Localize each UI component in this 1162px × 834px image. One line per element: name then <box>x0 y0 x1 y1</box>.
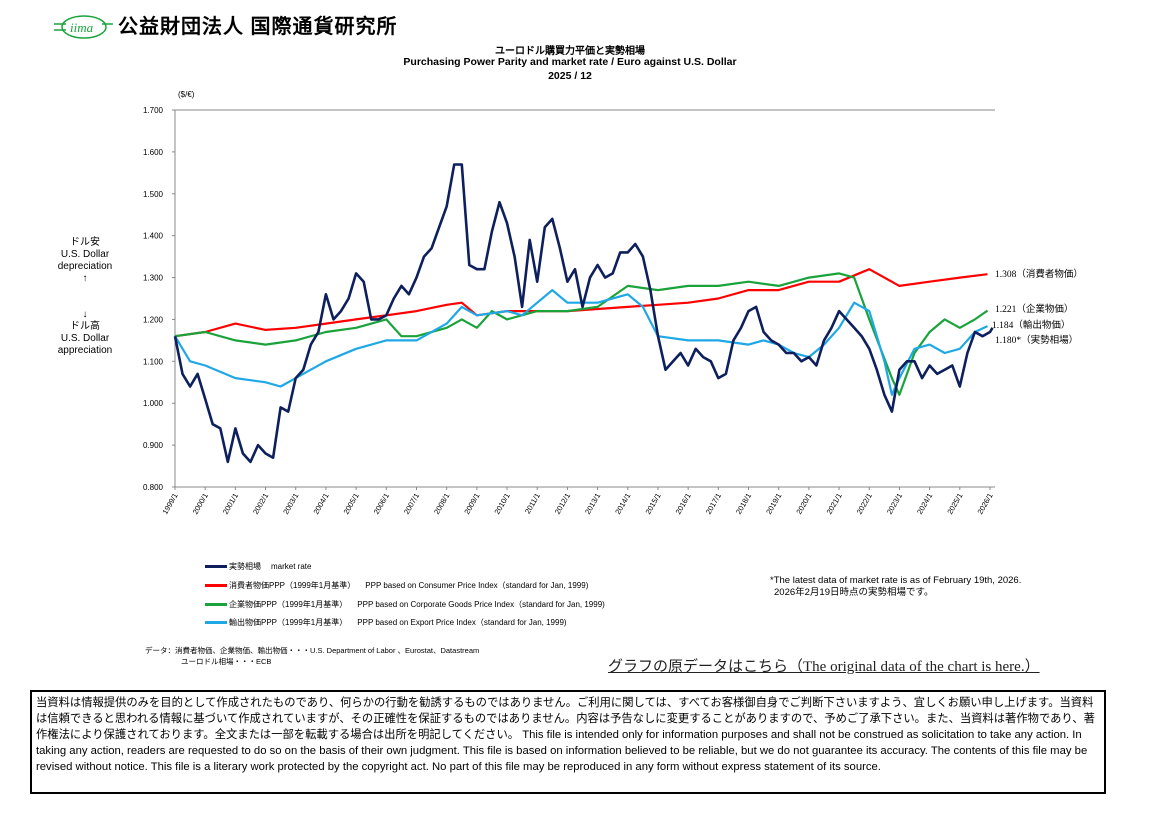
end-label-cgpi: 1.221（企業物価） <box>995 303 1073 315</box>
down-en1: U.S. Dollar <box>60 333 110 344</box>
up-en1: U.S. Dollar <box>60 249 110 260</box>
chart-title-ja: ユーロドル購買力平価と実勢相場 <box>495 46 645 57</box>
legend-item-cpi: 消費者物価PPP（1999年1月基準） PPP based on Consumer… <box>205 580 588 591</box>
original-data-link[interactable]: グラフの原データはこちら（The original data of the ch… <box>608 659 1040 675</box>
latest-data-note: *The latest data of market rate is as of… <box>770 575 1021 599</box>
disclaimer-box: 当資料は情報提供のみを目的として作成されたものであり、何らかの行動を勧誘するもの… <box>30 690 1106 794</box>
x-tick-label: 2007/1 <box>402 492 421 516</box>
legend-item-export: 輸出物価PPP（1999年1月基準） PPP based on Export Pr… <box>205 617 567 628</box>
legend-item-cgpi: 企業物価PPP（1999年1月基準） PPP based on Corporate… <box>205 599 605 610</box>
note-en: *The latest data of market rate is as of… <box>770 575 1022 586</box>
up-en2: depreciation <box>57 261 113 272</box>
y-tick-label: 1.400 <box>143 232 164 241</box>
y-tick-label: 1.200 <box>143 315 164 324</box>
y-tick-label: 1.300 <box>143 274 164 283</box>
x-tick-label: 2005/1 <box>342 492 361 516</box>
y-tick-label: 1.000 <box>143 399 164 408</box>
legend-ja: 企業物価PPP（1999年1月基準） <box>229 600 348 609</box>
y-tick-label: 0.900 <box>143 441 164 450</box>
dollar-appreciation-label: ↓ ドル高 U.S. Dollar appreciation <box>40 309 130 357</box>
x-tick-label: 2011/1 <box>523 492 542 516</box>
y-tick-label: 1.700 <box>143 106 164 115</box>
x-tick-label: 1999/1 <box>160 492 179 516</box>
x-tick-label: 2018/1 <box>734 492 753 516</box>
ppp-line-chart: ($/€) 0.800 0.900 1.000 1.100 1.200 1.300 1.400… <box>143 90 1083 516</box>
x-tick-label: 2010/1 <box>492 492 511 516</box>
legend-ja: 輸出物価PPP（1999年1月基準） <box>229 618 348 627</box>
x-tick-label: 2022/1 <box>855 492 874 516</box>
end-label-export: 1.184（輸出物価） <box>992 319 1070 331</box>
x-tick-label: 2001/1 <box>221 492 240 516</box>
y-tick-label: 1.100 <box>143 357 164 366</box>
x-tick-label: 2020/1 <box>794 492 813 516</box>
legend-swatch <box>205 565 227 568</box>
series-line-market <box>173 163 994 464</box>
x-tick-label: 2002/1 <box>251 492 270 516</box>
chart-date: 2025 / 12 <box>548 70 592 82</box>
legend-swatch <box>205 603 227 606</box>
chart-title-en: Purchasing Power Parity and market rate … <box>403 56 737 68</box>
down-ja: ドル高 <box>70 321 100 332</box>
legend-swatch <box>205 621 227 624</box>
x-tick-label: 2000/1 <box>191 492 210 516</box>
x-tick-label: 2006/1 <box>372 492 391 516</box>
legend-ja: 消費者物価PPP（1999年1月基準） <box>229 581 356 590</box>
x-tick-label: 2016/1 <box>674 492 693 516</box>
series-line-cgpi <box>174 272 989 396</box>
x-tick-label: 2004/1 <box>311 492 330 516</box>
legend-en: PPP based on Corporate Goods Price Index… <box>357 600 605 609</box>
data-source: データ：消費者物価、企業物価、輸出物価・・・U.S. Department of… <box>145 645 479 667</box>
y-tick-label: 0.800 <box>143 483 164 492</box>
arrow-down-icon: ↓ <box>82 309 88 320</box>
org-name: 公益財団法人 国際通貨研究所 <box>118 16 398 38</box>
legend-ja: 実勢相場 <box>229 562 261 571</box>
svg-text:iima: iima <box>70 20 94 35</box>
legend-en: PPP based on Export Price Index（standard… <box>357 618 567 627</box>
x-tick-label: 2013/1 <box>583 492 602 516</box>
iima-logo: iima <box>52 12 114 47</box>
end-label-cpi: 1.308（消費者物価） <box>995 268 1083 280</box>
x-tick-label: 2025/1 <box>945 492 964 516</box>
source-line-2: ユーロドル相場・・・ECB <box>181 657 272 666</box>
x-tick-label: 2014/1 <box>613 492 632 516</box>
x-tick-label: 2003/1 <box>281 492 300 516</box>
x-tick-label: 2017/1 <box>704 492 723 516</box>
x-tick-label: 2012/1 <box>553 492 572 516</box>
legend-en: PPP based on Consumer Price Index（standa… <box>365 581 589 590</box>
y-axis-label: ($/€) <box>178 90 195 99</box>
up-ja: ドル安 <box>70 237 100 248</box>
arrow-up-icon: ↑ <box>82 273 88 284</box>
series-line-export <box>174 289 988 396</box>
y-tick-label: 1.500 <box>143 190 164 199</box>
down-en2: appreciation <box>57 345 113 356</box>
x-tick-label: 2009/1 <box>462 492 481 516</box>
x-tick-label: 2021/1 <box>825 492 844 516</box>
x-tick-label: 2026/1 <box>975 492 994 516</box>
x-tick-label: 2019/1 <box>764 492 783 516</box>
end-label-market: 1.180*（実勢相場） <box>995 334 1078 346</box>
source-line-1: データ：消費者物価、企業物価、輸出物価・・・U.S. Department of… <box>145 646 480 655</box>
x-tick-label: 2015/1 <box>643 492 662 516</box>
dollar-depreciation-label: ドル安 U.S. Dollar depreciation ↑ <box>40 237 130 285</box>
note-ja: 2026年2月19日時点の実勢相場です。 <box>774 587 934 598</box>
legend-item-market: 実勢相場 market rate <box>205 561 311 572</box>
legend-swatch <box>205 584 227 587</box>
x-tick-label: 2024/1 <box>915 492 934 516</box>
x-tick-label: 2023/1 <box>885 492 904 516</box>
legend-en: market rate <box>271 562 312 571</box>
x-tick-label: 2008/1 <box>432 492 451 516</box>
y-tick-label: 1.600 <box>143 148 164 157</box>
